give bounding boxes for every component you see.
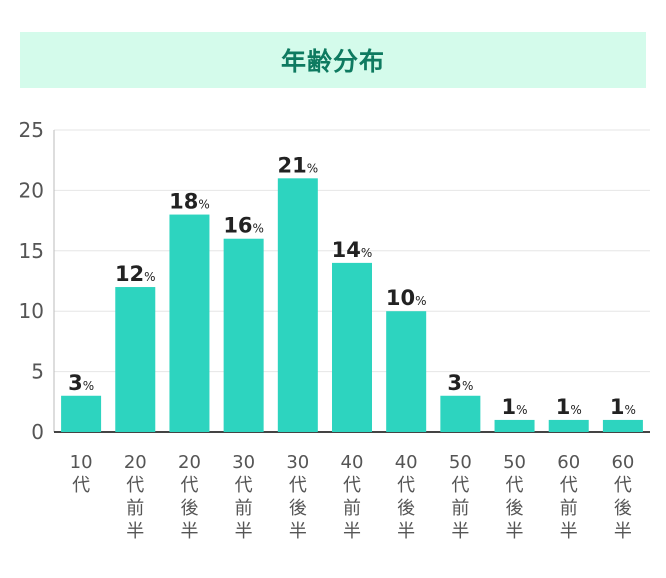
bar	[277, 178, 318, 432]
data-label: 12%	[115, 262, 156, 286]
data-label: 1%	[502, 395, 528, 419]
x-tick-label: 20 代前半	[124, 452, 147, 542]
x-tick-label: 50 代後半	[503, 452, 526, 542]
chart-title-bar: 年齢分布	[20, 32, 646, 88]
y-tick-label: 25	[19, 118, 44, 142]
data-label: 1%	[610, 395, 636, 419]
y-tick-label: 20	[19, 178, 44, 202]
y-tick-label: 10	[19, 299, 44, 323]
data-label: 14%	[332, 238, 373, 262]
bar	[169, 214, 210, 432]
x-tick-label: 40 代前半	[341, 452, 364, 542]
bar	[602, 419, 643, 432]
bar	[61, 395, 102, 432]
bar	[440, 395, 481, 432]
bar	[386, 311, 427, 432]
data-label: 1%	[556, 395, 582, 419]
data-label: 3%	[447, 371, 473, 395]
y-tick-label: 0	[31, 420, 44, 444]
chart-title: 年齢分布	[280, 47, 385, 76]
bar	[548, 419, 589, 432]
data-label: 3%	[68, 371, 94, 395]
x-tick-label: 40 代後半	[395, 452, 418, 542]
x-tick-label: 60 代前半	[557, 452, 580, 542]
x-tick-label: 20 代後半	[178, 452, 201, 542]
y-tick-label: 15	[19, 239, 44, 263]
data-label: 16%	[223, 214, 264, 238]
y-tick-label: 5	[31, 360, 44, 384]
data-label: 18%	[169, 190, 210, 214]
bar	[332, 262, 372, 432]
bar	[494, 419, 535, 432]
x-tick-label: 60 代後半	[611, 452, 634, 542]
data-label: 21%	[277, 153, 318, 177]
x-tick-label: 10 代	[70, 452, 93, 496]
x-tick-label: 50 代前半	[449, 452, 472, 542]
data-label: 10%	[386, 286, 427, 310]
x-tick-label: 30 代後半	[286, 452, 309, 542]
bar	[223, 238, 264, 432]
x-tick-label: 30 代前半	[232, 452, 255, 542]
bar	[115, 287, 156, 432]
